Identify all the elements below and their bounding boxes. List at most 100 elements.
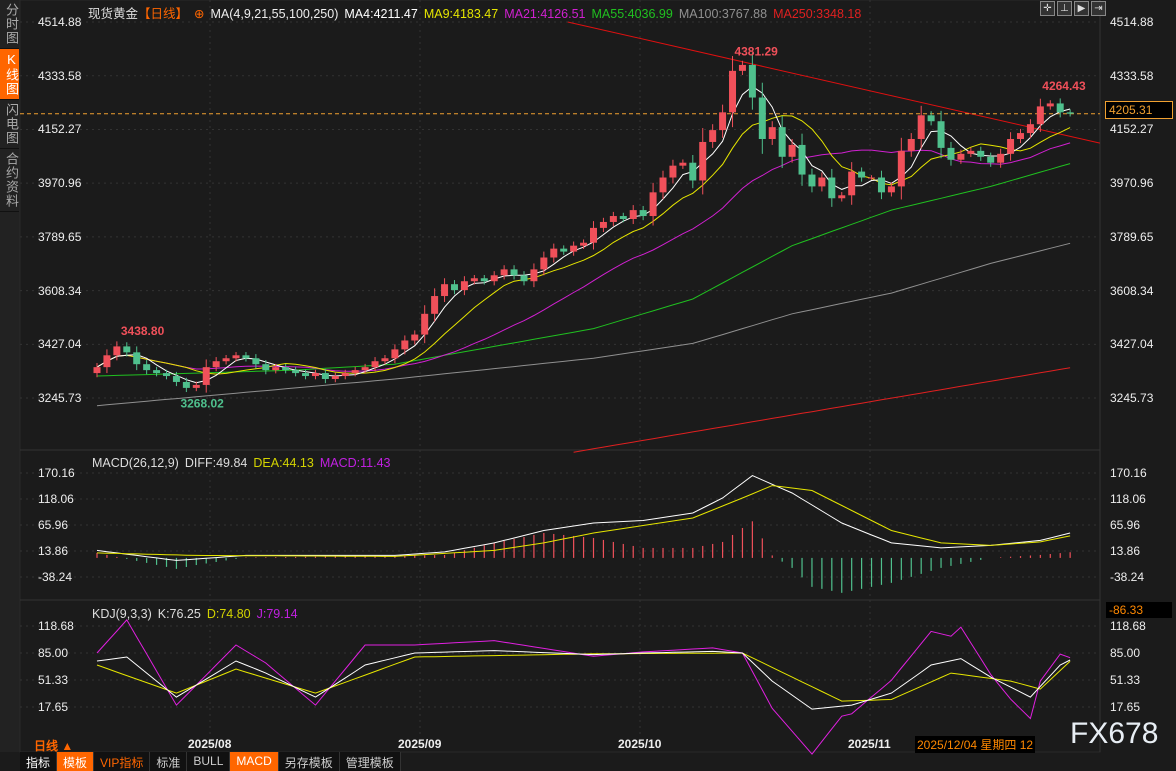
ma4-value: MA4:4211.47 (344, 7, 418, 21)
candle-body (153, 370, 161, 374)
candle-body (669, 165, 677, 178)
candle-body (927, 115, 935, 122)
crosshair-tool-icon[interactable]: ✛ (1040, 1, 1055, 16)
candle-body (947, 147, 955, 160)
price-tick: 3970.96 (38, 176, 82, 191)
candle-body (1036, 106, 1044, 125)
candle-body (242, 355, 250, 359)
candle-body (580, 242, 588, 246)
crosshair-icon[interactable]: ⊕ (194, 7, 205, 21)
candle-body (103, 355, 111, 368)
candle-body (401, 340, 409, 350)
candle-body (93, 367, 101, 374)
ma21-line (96, 142, 1071, 372)
kdj-tick: 118.68 (38, 619, 74, 633)
kdj-tick: 85.00 (1110, 646, 1141, 660)
candle-body (699, 141, 707, 181)
candle-body (937, 121, 945, 148)
toolbar-save-template[interactable]: 另存模板 (279, 752, 340, 771)
macd-name: MACD(26,12,9) (92, 456, 179, 470)
tab-kline[interactable]: K线图 (0, 49, 19, 100)
candle-body (997, 153, 1005, 163)
candle-body (172, 376, 180, 382)
candle-body (917, 115, 925, 140)
period-selector[interactable]: 日线 ▲ (34, 739, 74, 753)
candle-body (163, 373, 171, 377)
candle-body (460, 281, 468, 291)
candle-body (480, 278, 488, 282)
ma55-value: MA55:4036.99 (591, 7, 673, 21)
kdj-k: K:76.25 (157, 607, 201, 621)
macd-tick: 118.06 (38, 491, 74, 506)
ma21-value: MA21:4126.51 (504, 7, 586, 21)
kdj-tick: 17.65 (38, 700, 69, 715)
cursor-date: 2025/12/04 星期四 12 (915, 736, 1036, 753)
ma-label: MA(4,9,21,55,100,250) (210, 7, 339, 21)
kdj-tick: 85.00 (38, 646, 69, 660)
chart-tools: ✛ ⊥ ▶ ⇥ (1040, 1, 1106, 16)
sidebar: 分时图 K线图 闪电图 合约资料 (0, 0, 20, 752)
zoom-in-icon[interactable]: ⊥ (1057, 1, 1072, 16)
candle-body (639, 210, 647, 217)
candle-body (510, 269, 518, 276)
toolbar-bull[interactable]: BULL (187, 752, 231, 771)
toolbar-macd[interactable]: MACD (230, 752, 279, 771)
candle-body (361, 367, 369, 371)
toolbar-standard[interactable]: 标准 (150, 752, 188, 771)
scroll-end-icon[interactable]: ⇥ (1091, 1, 1106, 16)
macd-value: MACD:11.43 (319, 456, 391, 470)
candle-body (441, 284, 449, 297)
candle-body (590, 227, 597, 243)
candle-body (500, 269, 508, 276)
price-tick: 4514.88 (1110, 15, 1154, 29)
candle-body (858, 171, 866, 178)
candle-body (1016, 133, 1024, 140)
candle-body (877, 177, 885, 193)
candle-body (341, 373, 349, 377)
candle-body (520, 275, 528, 282)
candle-body (311, 373, 319, 377)
toolbar-template[interactable]: 模板 (57, 752, 95, 771)
toolbar-vip[interactable]: VIP指标 (94, 752, 151, 771)
candle-body (768, 127, 776, 140)
candle-body (282, 367, 290, 371)
candle-body (302, 373, 310, 377)
kdj-d: D:74.80 (206, 607, 251, 621)
candle-body (629, 210, 637, 220)
toolbar-indicators[interactable]: 指标 (20, 752, 58, 771)
candle-body (729, 70, 737, 113)
candle-body (381, 358, 389, 362)
instrument-name: 现货黄金 (88, 7, 139, 21)
tab-timeshare[interactable]: 分时图 (0, 0, 19, 49)
candle-body (788, 144, 796, 157)
price-tick: 3789.65 (1110, 229, 1154, 244)
price-annotation: 3268.02 (180, 396, 224, 410)
candle-body (351, 370, 359, 374)
candle-body (738, 64, 746, 71)
macd-tick: 118.06 (1110, 491, 1146, 506)
play-icon[interactable]: ▶ (1074, 1, 1089, 16)
candle-body (371, 361, 379, 368)
main-legend: 现货黄金【日线】 ⊕ MA(4,9,21,55,100,250) MA4:4211.4… (88, 3, 867, 22)
macd-legend: MACD(26,12,9) DIFF:49.84 DEA:44.13 MACD:11.… (92, 456, 396, 470)
price-tick: 3245.73 (1110, 391, 1154, 406)
tab-contract-info[interactable]: 合约资料 (0, 149, 19, 212)
candle-body (609, 216, 617, 222)
candle-body (679, 162, 687, 166)
candle-body (133, 352, 141, 365)
kdj-tick: 17.65 (1110, 700, 1141, 715)
price-tick: 4152.27 (38, 122, 82, 137)
price-tick: 4333.58 (38, 68, 82, 83)
ma250-line (573, 367, 1071, 453)
price-tick: 4514.88 (38, 15, 82, 29)
candle-body (540, 257, 548, 270)
candle-body (987, 156, 995, 163)
candle-body (689, 162, 697, 181)
toolbar-manage-template[interactable]: 管理模板 (340, 752, 401, 771)
tab-flash[interactable]: 闪电图 (0, 100, 19, 149)
ma55-line (96, 163, 1071, 377)
candle-body (192, 384, 200, 388)
candle-body (450, 284, 458, 291)
ma250-value: MA250:3348.18 (773, 7, 862, 21)
